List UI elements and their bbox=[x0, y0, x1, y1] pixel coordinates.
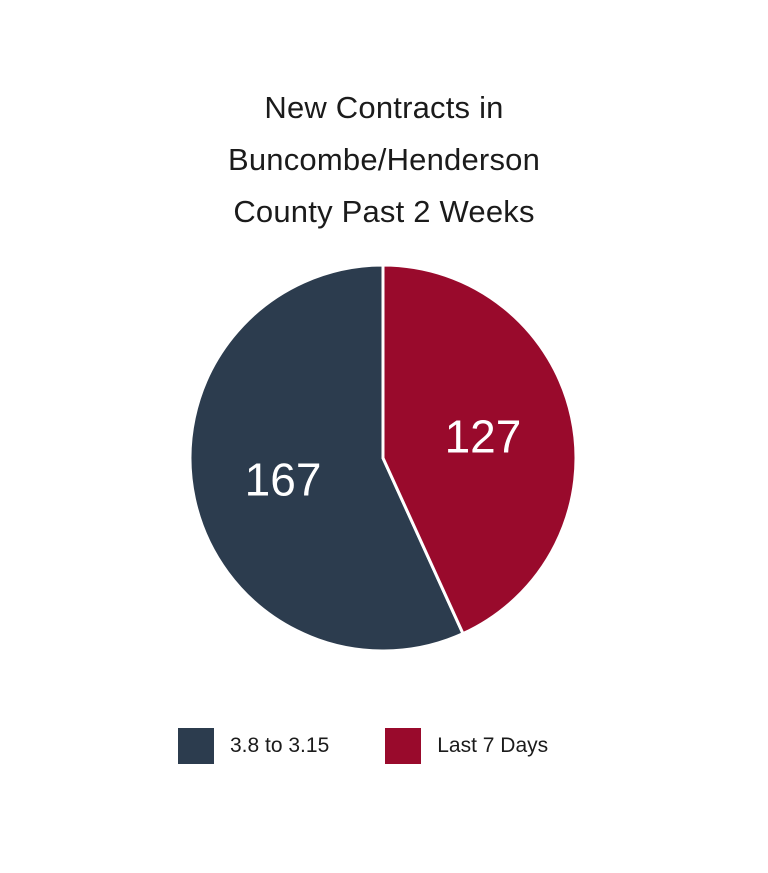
legend-label-last-7-days: Last 7 Days bbox=[437, 734, 549, 757]
pie-slice-3-8-to-3-15 bbox=[188, 263, 465, 653]
legend-swatch-last-7-days bbox=[385, 728, 422, 764]
chart-title-line-3: County Past 2 Weeks bbox=[233, 194, 535, 229]
pie-slice-last-7-days bbox=[381, 263, 578, 636]
pie-data-label-last-7-days: 127 bbox=[445, 410, 522, 462]
legend-item-3-8-to-3-15: 3.8 to 3.15 bbox=[178, 728, 329, 764]
chart-title-line-1: New Contracts in bbox=[264, 90, 504, 125]
legend-label-3-8-to-3-15: 3.8 to 3.15 bbox=[230, 734, 330, 757]
chart-legend: 3.8 to 3.15 Last 7 Days bbox=[178, 728, 548, 764]
legend-swatch-3-8-to-3-15 bbox=[178, 728, 214, 764]
legend-item-last-7-days: Last 7 Days bbox=[385, 728, 548, 764]
chart-title: New Contracts in Buncombe/Henderson Coun… bbox=[0, 82, 768, 238]
pie-data-label-3-8-to-3-15: 167 bbox=[245, 454, 322, 506]
chart-title-line-2: Buncombe/Henderson bbox=[227, 142, 541, 177]
